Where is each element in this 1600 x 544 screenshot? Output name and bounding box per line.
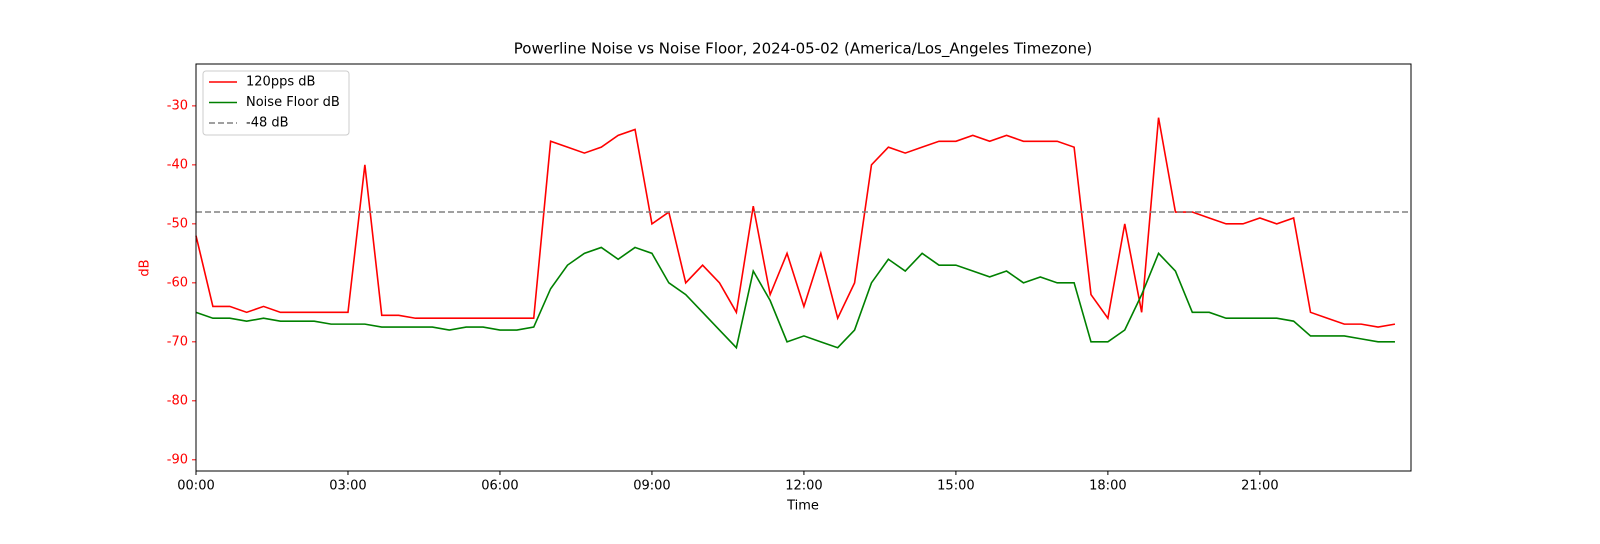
y-axis-label: dB — [138, 259, 153, 276]
x-tick-label: 09:00 — [633, 479, 670, 494]
legend-label: -48 dB — [246, 116, 289, 131]
x-tick-label: 21:00 — [1241, 479, 1278, 494]
plot-frame — [195, 63, 1412, 472]
x-tick-label: 15:00 — [937, 479, 974, 494]
y-tick-label: -30 — [167, 98, 188, 113]
x-tick-label: 00:00 — [177, 479, 214, 494]
y-tick-label: -50 — [167, 216, 188, 231]
legend-box — [202, 70, 350, 136]
chart-title: Powerline Noise vs Noise Floor, 2024-05-… — [514, 40, 1092, 59]
y-tick-label: -70 — [167, 334, 188, 349]
y-tick-label: -90 — [167, 452, 188, 467]
legend-label: Noise Floor dB — [246, 95, 340, 110]
series-line — [195, 246, 1395, 350]
x-tick-label: 03:00 — [329, 479, 366, 494]
x-axis-label: Time — [786, 499, 819, 514]
x-tick-label: 12:00 — [785, 479, 822, 494]
x-tick-label: 06:00 — [481, 479, 518, 494]
y-tick-label: -40 — [167, 157, 188, 172]
legend-label: 120pps dB — [246, 75, 315, 90]
y-tick-label: -80 — [167, 393, 188, 408]
series-line — [195, 117, 1396, 328]
x-tick-label: 18:00 — [1089, 479, 1126, 494]
y-tick-label: -60 — [167, 275, 188, 290]
